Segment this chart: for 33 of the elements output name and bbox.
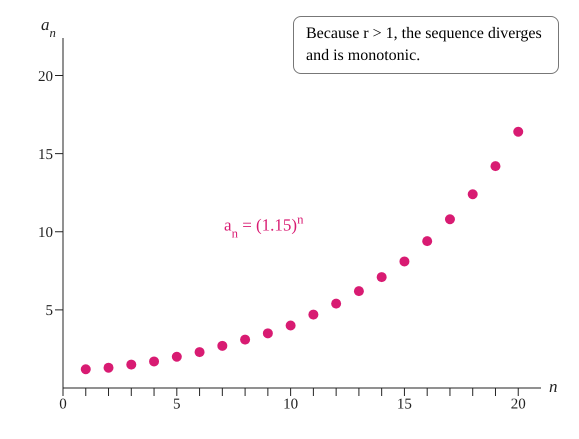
y-axis-title: a$_{n}$ — [41, 15, 56, 40]
point — [286, 320, 296, 330]
x-tick-label: 20 — [510, 396, 526, 413]
x-tick-label: 15 — [396, 396, 412, 413]
point — [354, 286, 364, 296]
point — [376, 272, 387, 282]
y-tick-label: 20 — [38, 68, 53, 85]
y-tick-label: 5 — [46, 303, 53, 320]
x-tick-label: 5 — [173, 396, 181, 413]
point — [262, 328, 273, 338]
annotation: Because r > 1, the sequence diverges and is monotonic. — [293, 16, 559, 74]
point — [490, 161, 500, 172]
point — [104, 362, 114, 373]
point — [308, 310, 318, 320]
point — [149, 356, 160, 366]
x-tick-label: 0 — [59, 396, 67, 413]
point — [513, 126, 524, 137]
point — [80, 364, 91, 374]
x-tick-label: 10 — [283, 396, 298, 413]
point — [240, 334, 250, 345]
point — [399, 256, 410, 266]
text: a$_{n}$ = (1.15)$^{n}$ — [224, 212, 304, 240]
point — [331, 298, 342, 309]
point — [217, 340, 228, 351]
point — [468, 189, 478, 200]
x-axis-title: n — [549, 377, 558, 396]
point — [444, 214, 455, 224]
point — [126, 360, 136, 370]
point — [172, 352, 182, 362]
point — [422, 236, 432, 246]
point — [194, 347, 205, 358]
y-tick-label: 15 — [38, 146, 53, 163]
y-tick-label: 10 — [38, 225, 53, 242]
